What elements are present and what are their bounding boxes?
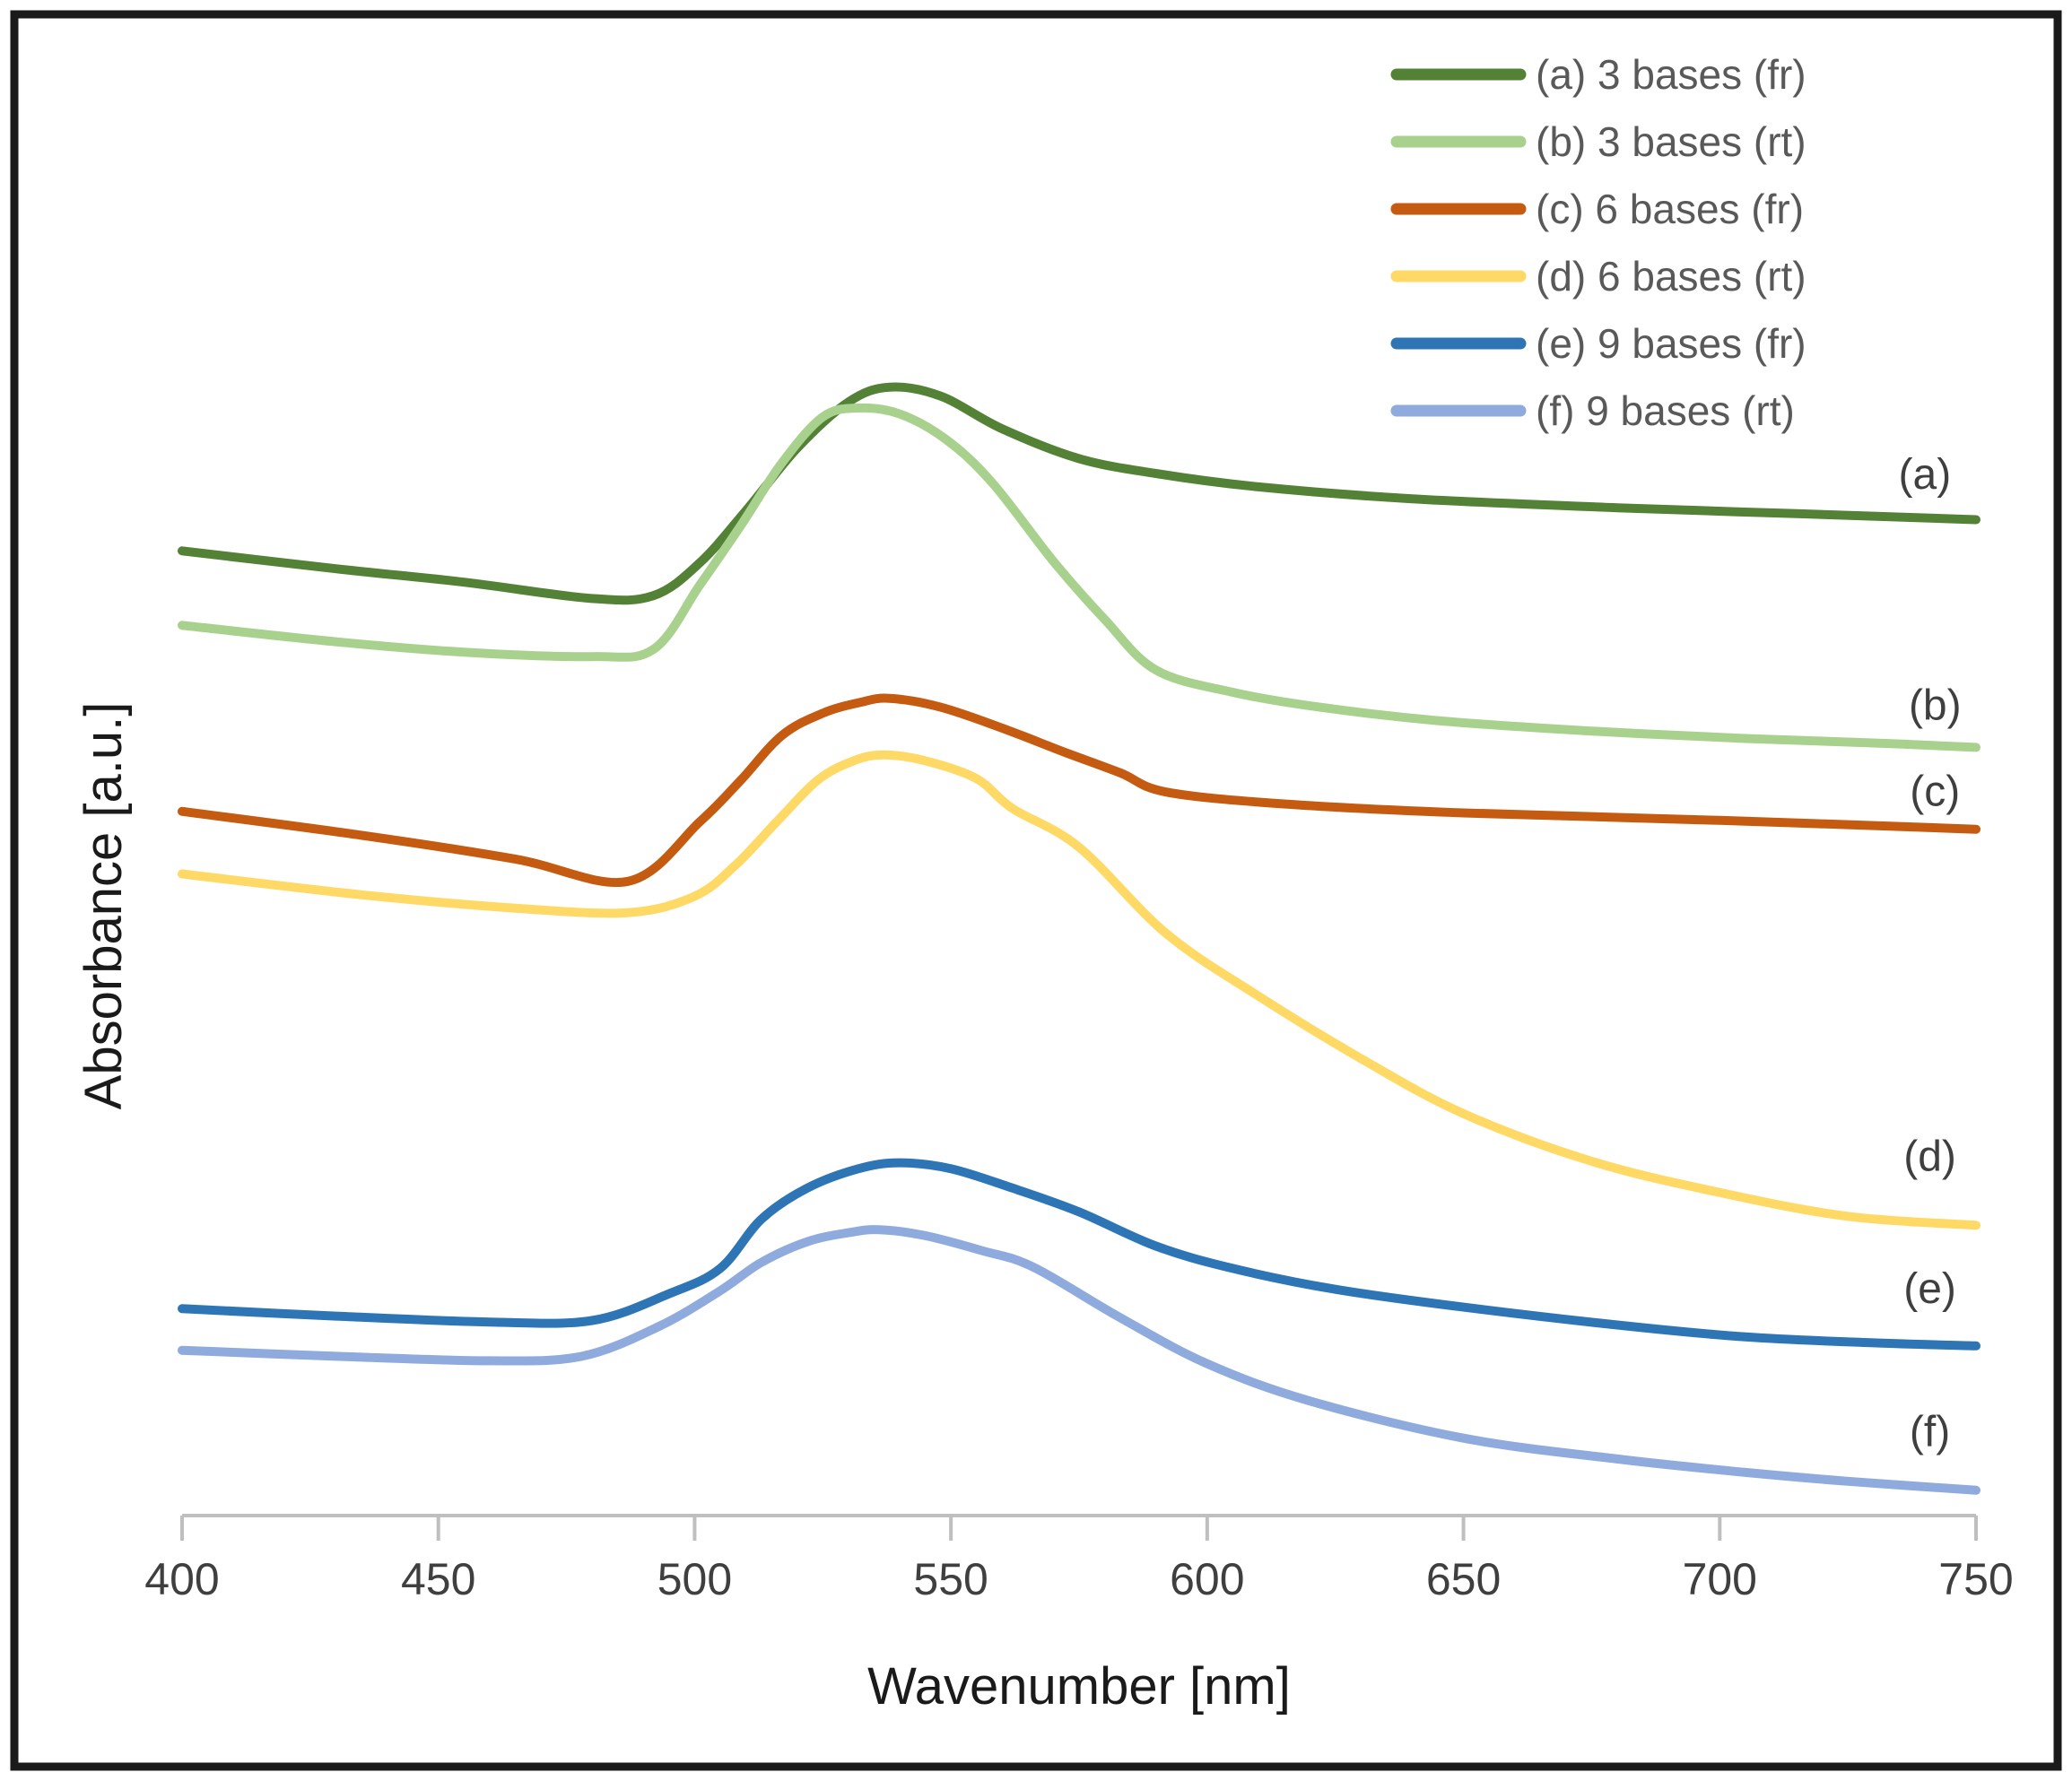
series-curve-f [178, 1225, 1981, 1495]
series-annotations: (a) (b) (c) (d) (e) (f) [1899, 451, 1962, 1455]
series-curve-a [178, 382, 1981, 605]
series-label-d: (d) [1903, 1133, 1956, 1180]
series-label-b: (b) [1909, 682, 1962, 729]
y-axis-title: Absorbance [a.u.] [74, 702, 133, 1110]
series-label-c: (c) [1910, 769, 1960, 816]
legend-item-d: (d) 6 bases (rt) [1390, 253, 1806, 300]
x-tick-label-600: 600 [1170, 1554, 1244, 1604]
series-curve-d [178, 750, 1981, 1230]
x-tick-label-700: 700 [1683, 1554, 1757, 1604]
series-label-e: (e) [1903, 1265, 1956, 1313]
legend-item-e: (e) 9 bases (fr) [1390, 320, 1806, 367]
legend-item-b: (b) 3 bases (rt) [1390, 118, 1806, 165]
x-tick-label-650: 650 [1426, 1554, 1501, 1604]
series-curve-b [178, 403, 1981, 752]
series-label-a: (a) [1899, 451, 1952, 499]
figure-frame [10, 10, 2062, 1771]
legend-label-c: (c) 6 bases (fr) [1536, 186, 1804, 232]
x-axis-title: Wavenumber [nm] [867, 1657, 1291, 1716]
curves-group [178, 382, 1981, 1495]
legend-label-e: (e) 9 bases (fr) [1536, 320, 1806, 367]
series-curve-e [178, 1158, 1981, 1351]
x-tick-label-450: 450 [401, 1554, 475, 1604]
series-label-f: (f) [1910, 1408, 1950, 1455]
x-tick-label-400: 400 [144, 1554, 219, 1604]
x-tick-label-550: 550 [913, 1554, 988, 1604]
legend-item-f: (f) 9 bases (rt) [1390, 387, 1795, 434]
series-curve-c [178, 693, 1981, 887]
legend: (a) 3 bases (fr) (b) 3 bases (rt) (c) 6 ba… [1390, 51, 1806, 434]
x-tick-label-750: 750 [1938, 1554, 2013, 1604]
legend-label-a: (a) 3 bases (fr) [1536, 51, 1806, 98]
x-axis: 400 450 500 550 600 650 700 750 [144, 1514, 2014, 1604]
x-tick-label-500: 500 [657, 1554, 732, 1604]
legend-label-d: (d) 6 bases (rt) [1536, 253, 1806, 300]
legend-item-c: (c) 6 bases (fr) [1390, 186, 1804, 232]
legend-label-b: (b) 3 bases (rt) [1536, 118, 1806, 165]
legend-label-f: (f) 9 bases (rt) [1536, 387, 1795, 434]
legend-item-a: (a) 3 bases (fr) [1390, 51, 1806, 98]
